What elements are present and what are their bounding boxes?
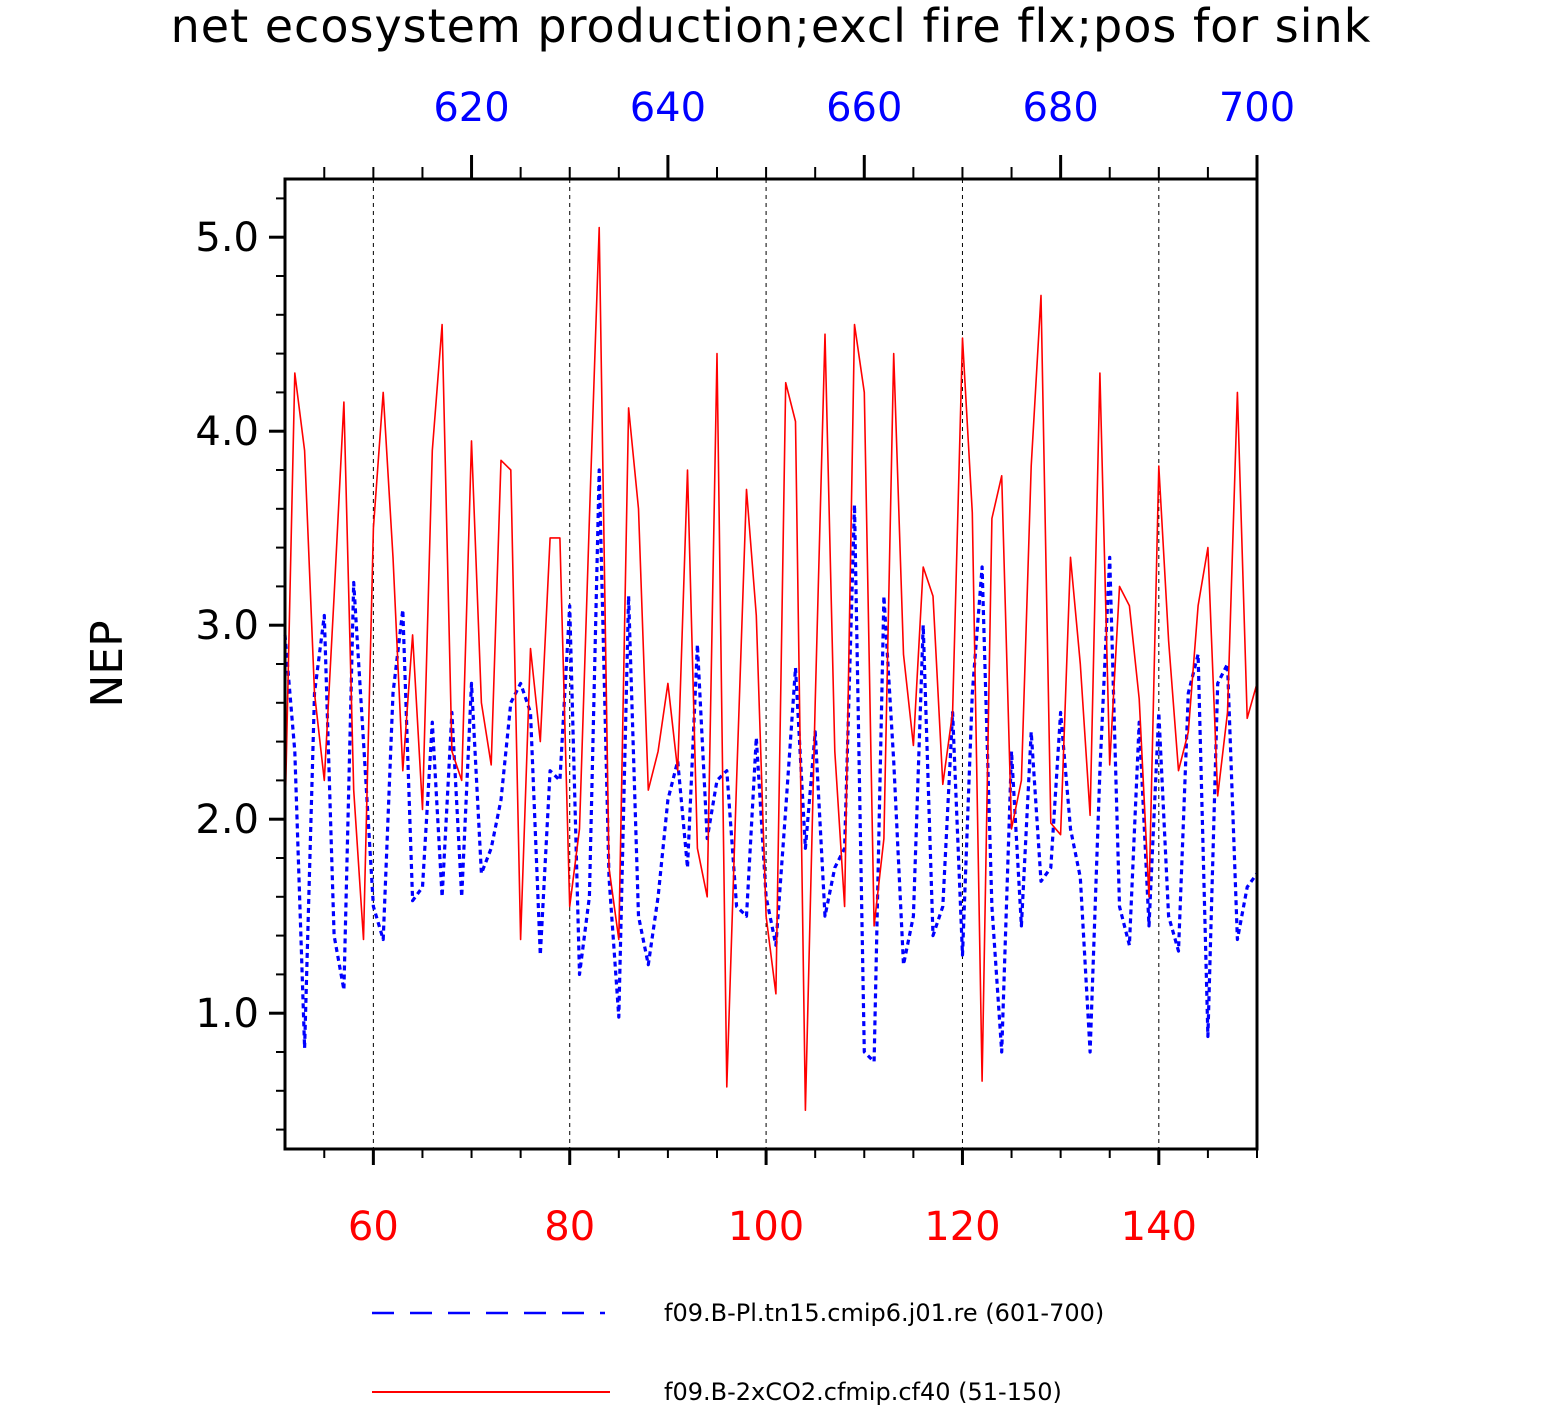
axes: 1.0 2.0 3.0 4.0 5.0 60 80 100 120 140 620 640 660 680… [195, 85, 1295, 1250]
legend-label-blue: f09.B-Pl.tn15.cmip6.j01.re (601-700) [664, 1299, 1104, 1327]
x-tick-label-bottom: 80 [544, 1204, 595, 1250]
x-tick-label-top: 640 [630, 85, 706, 131]
series-layer [283, 226, 1259, 1111]
x-tick-label-top: 700 [1219, 85, 1295, 131]
x-tick-label-bottom: 120 [924, 1204, 1000, 1250]
chart-title: net ecosystem production;excl fire flx;p… [171, 0, 1372, 53]
series-line-red-solid [284, 226, 1258, 1111]
series-line-blue-dashed [283, 468, 1259, 1064]
y-tick-label: 1.0 [195, 991, 259, 1037]
legend: f09.B-Pl.tn15.cmip6.j01.re (601-700) f09… [372, 1299, 1104, 1406]
x-tick-label-bottom: 100 [728, 1204, 804, 1250]
legend-label-red: f09.B-2xCO2.cfmip.cf40 (51-150) [664, 1378, 1062, 1406]
y-tick-label: 3.0 [195, 603, 259, 649]
x-tick-label-top: 680 [1022, 85, 1098, 131]
y-axis-label: NEP [82, 620, 133, 707]
x-tick-label-top: 620 [433, 85, 509, 131]
y-tick-label: 2.0 [195, 797, 259, 843]
x-tick-label-bottom: 140 [1121, 1204, 1197, 1250]
y-tick-label: 5.0 [195, 215, 259, 261]
x-tick-label-top: 660 [826, 85, 902, 131]
y-tick-label: 4.0 [195, 409, 259, 455]
x-tick-label-bottom: 60 [348, 1204, 399, 1250]
